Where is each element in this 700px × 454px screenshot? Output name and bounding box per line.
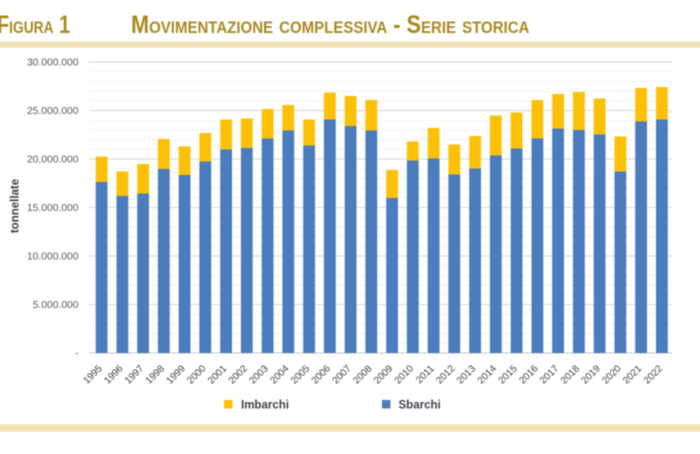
svg-text:-: - (75, 349, 78, 360)
svg-text:Imbarchi: Imbarchi (241, 400, 289, 412)
svg-text:2010: 2010 (393, 363, 417, 387)
svg-text:1999: 1999 (165, 363, 188, 386)
svg-text:2012: 2012 (434, 363, 457, 386)
svg-text:2000: 2000 (185, 363, 209, 387)
svg-text:25.000.000: 25.000.000 (27, 106, 79, 117)
svg-text:2015: 2015 (497, 363, 521, 387)
svg-text:1995: 1995 (82, 363, 106, 387)
svg-text:2005: 2005 (289, 363, 313, 387)
svg-text:2004: 2004 (268, 363, 292, 387)
svg-text:15.000.000: 15.000.000 (27, 203, 79, 214)
svg-text:2017: 2017 (538, 363, 561, 386)
svg-text:1997: 1997 (123, 363, 146, 386)
svg-text:2007: 2007 (331, 363, 354, 386)
svg-text:20.000.000: 20.000.000 (27, 155, 79, 166)
svg-text:10.000.000: 10.000.000 (27, 252, 79, 263)
svg-text:2013: 2013 (455, 363, 479, 387)
svg-text:2008: 2008 (351, 363, 375, 387)
svg-text:Sbarchi: Sbarchi (399, 400, 441, 412)
svg-text:2020: 2020 (600, 363, 624, 387)
svg-text:2014: 2014 (476, 363, 500, 387)
svg-text:5.000.000: 5.000.000 (33, 300, 79, 311)
svg-text:2016: 2016 (517, 363, 541, 387)
svg-text:2002: 2002 (227, 363, 250, 386)
svg-text:1998: 1998 (144, 363, 168, 387)
svg-text:tonnellate: tonnellate (10, 179, 22, 233)
svg-text:2021: 2021 (621, 363, 644, 386)
svg-text:2001: 2001 (206, 363, 229, 386)
svg-text:2006: 2006 (310, 363, 334, 387)
svg-text:2018: 2018 (559, 363, 583, 387)
svg-text:2022: 2022 (642, 363, 665, 386)
svg-text:30.000.000: 30.000.000 (27, 58, 79, 69)
svg-text:2011: 2011 (414, 363, 437, 386)
svg-text:2019: 2019 (580, 363, 603, 386)
svg-text:1996: 1996 (102, 363, 126, 387)
svg-text:2003: 2003 (248, 363, 272, 387)
svg-text:2009: 2009 (372, 363, 395, 386)
